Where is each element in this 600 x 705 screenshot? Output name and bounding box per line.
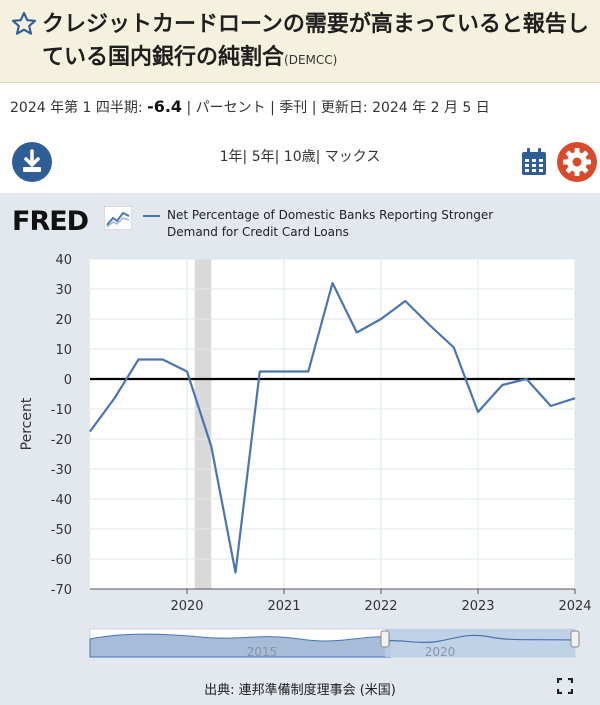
- series-code: (DEMCC): [284, 53, 338, 67]
- meta-value: -6.4: [147, 97, 183, 116]
- y-tick-label: -50: [51, 523, 72, 538]
- y-tick-label: 0: [64, 373, 72, 388]
- y-tick-label: 10: [55, 343, 72, 358]
- x-tick-label: 2022: [364, 599, 397, 614]
- y-tick-label: -70: [51, 583, 72, 598]
- chart-svg: 40 30 20 10 0 -10 -20 -30 -40 -50 -60 -70 2020 2021 20…: [19, 253, 592, 659]
- legend-label: Net Percentage of Domestic Banks Reporti…: [167, 208, 494, 239]
- x-tick-label: 2023: [461, 599, 494, 614]
- range-5y[interactable]: 5年: [251, 149, 275, 165]
- navigator-selection[interactable]: [385, 629, 575, 657]
- y-tick-label: 30: [55, 283, 72, 298]
- calendar-icon[interactable]: [521, 148, 547, 176]
- chart-legend: Net Percentage of Domestic Banks Reporti…: [143, 207, 543, 241]
- download-button[interactable]: [12, 142, 52, 182]
- settings-button[interactable]: [557, 142, 597, 182]
- fullscreen-icon[interactable]: [557, 678, 573, 694]
- navigator-handle[interactable]: [380, 630, 390, 648]
- fred-logo: FRED: [12, 206, 89, 237]
- download-icon: [23, 149, 41, 172]
- x-tick-label: 2021: [267, 599, 300, 614]
- navigator-label: 2020: [425, 645, 456, 659]
- x-tick-label: 2020: [170, 599, 203, 614]
- navigator-label: 2015: [247, 645, 278, 659]
- navigator-history-area: [89, 633, 391, 658]
- y-tick-label: 40: [55, 253, 72, 268]
- range-10y[interactable]: 10歳: [283, 149, 316, 165]
- x-tick-label: 2024: [558, 599, 591, 614]
- y-tick-label: -60: [51, 553, 72, 568]
- series-meta: 2024 年第 1 四半期: -6.4 | パーセント | 季刊 | 更新日: …: [10, 97, 490, 117]
- chart-panel: 40 30 20 10 0 -10 -20 -30 -40 -50 -60 -70 2020 2021 20…: [0, 193, 600, 705]
- y-tick-label: -10: [51, 403, 72, 418]
- range-1y[interactable]: 1年: [219, 149, 243, 165]
- meta-rest: | パーセント | 季刊 | 更新日: 2024 年 2 月 5 日: [186, 100, 490, 116]
- star-icon[interactable]: [10, 10, 38, 38]
- gear-icon: [563, 148, 591, 176]
- plot-background: [90, 259, 575, 589]
- meta-period: 2024 年第 1 四半期:: [10, 100, 143, 116]
- y-tick-label: -30: [51, 463, 72, 478]
- y-tick-label: -40: [51, 493, 72, 508]
- navigator-handle[interactable]: [570, 630, 580, 648]
- page-title: クレジットカードローンの需要が高まっていると報告している国内銀行の純割合(DEM…: [42, 8, 590, 77]
- navigator-series-line: [384, 634, 576, 644]
- legend-swatch: [143, 215, 160, 217]
- range-max[interactable]: マックス: [324, 149, 381, 165]
- y-tick-label: -20: [51, 433, 72, 448]
- y-tick-label: 20: [55, 313, 72, 328]
- title-main: クレジットカードローンの需要が高まっていると報告している国内銀行の純割合: [42, 12, 589, 70]
- y-axis-label: Percent: [19, 397, 35, 450]
- title-bar: クレジットカードローンの需要が高まっていると報告している国内銀行の純割合(DEM…: [0, 0, 600, 83]
- fred-chart-logo-icon: [104, 206, 132, 230]
- source-note: 出典: 連邦準備制度理事会 (米国): [204, 683, 396, 698]
- range-selector: 1年| 5年| 10歳| マックス: [219, 149, 381, 165]
